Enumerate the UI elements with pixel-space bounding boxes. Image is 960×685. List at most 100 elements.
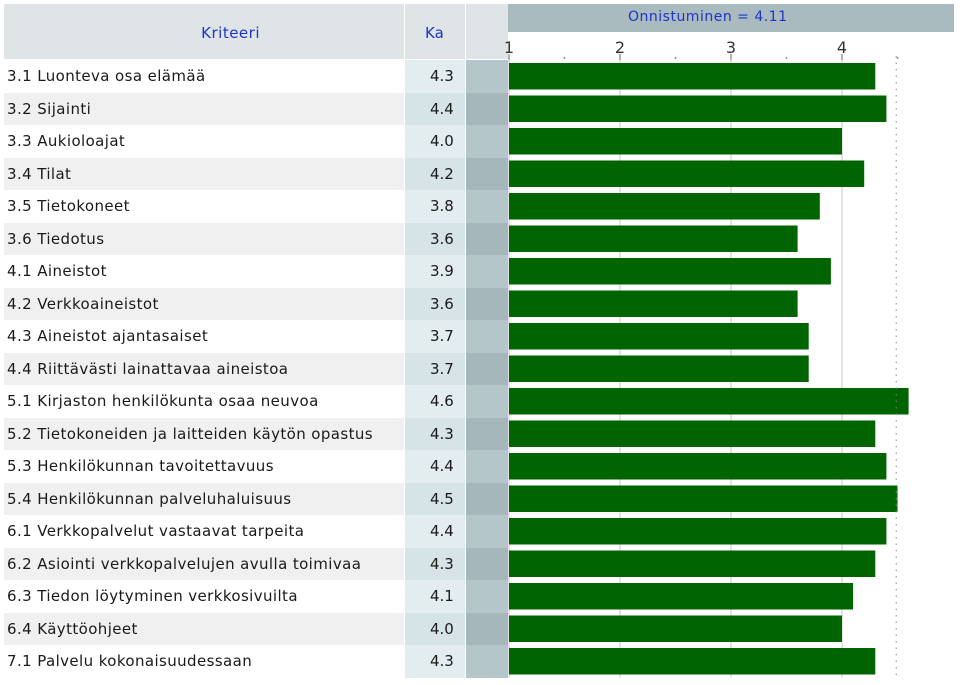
criteria-column-header: Kriteeri <box>4 4 404 59</box>
row-spacer <box>466 320 508 353</box>
table-row: 6.4 Käyttöohjeet 4.0 <box>4 612 508 645</box>
criterion-label: 4.1 Aineistot <box>4 255 404 288</box>
row-spacer <box>466 287 508 320</box>
x-tick-label: 2 <box>615 38 625 57</box>
row-spacer <box>466 417 508 450</box>
bar <box>509 128 842 155</box>
criterion-label: 6.2 Asiointi verkkopalvelujen avulla toi… <box>4 547 404 580</box>
bar <box>509 485 898 512</box>
average-value: 4.4 <box>405 450 465 483</box>
row-spacer <box>466 385 508 418</box>
row-spacer <box>466 612 508 645</box>
average-value: 3.7 <box>405 352 465 385</box>
minor-tick <box>896 57 899 59</box>
table-row: 5.4 Henkilökunnan palveluhaluisuus 4.5 <box>4 482 508 515</box>
criterion-label: 3.1 Luonteva osa elämää <box>4 60 404 93</box>
average-value: 4.6 <box>405 385 465 418</box>
bar <box>509 615 842 642</box>
bar <box>509 388 909 415</box>
criterion-label: 6.1 Verkkopalvelut vastaavat tarpeita <box>4 515 404 548</box>
bar <box>509 518 887 545</box>
row-spacer <box>466 580 508 613</box>
average-value: 3.9 <box>405 255 465 288</box>
table-row: 4.3 Aineistot ajantasaiset 3.7 <box>4 320 508 353</box>
success-score-title: Onnistuminen = 4.11 <box>628 9 788 25</box>
table-row: 3.3 Aukioloajat 4.0 <box>4 125 508 158</box>
row-spacer <box>466 482 508 515</box>
bar <box>509 420 876 447</box>
table-row: 7.1 Palvelu kokonaisuudessaan 4.3 <box>4 645 508 678</box>
average-value: 4.4 <box>405 515 465 548</box>
row-spacer <box>466 352 508 385</box>
row-spacer <box>466 190 508 223</box>
bar <box>509 583 854 610</box>
bar <box>509 550 876 577</box>
table-row: 5.2 Tietokoneiden ja laitteiden käytön o… <box>4 417 508 450</box>
table-row: 5.3 Henkilökunnan tavoitettavuus 4.4 <box>4 450 508 483</box>
criterion-label: 3.6 Tiedotus <box>4 222 404 255</box>
table-row: 5.1 Kirjaston henkilökunta osaa neuvoa 4.… <box>4 385 508 418</box>
average-value: 4.3 <box>405 547 465 580</box>
chart-header-band <box>508 4 954 32</box>
bar <box>509 290 798 317</box>
average-value: 4.0 <box>405 125 465 158</box>
table-row: 6.2 Asiointi verkkopalvelujen avulla toi… <box>4 547 508 580</box>
x-tick-label: 4 <box>837 38 847 57</box>
x-tick-label: 3 <box>726 38 736 57</box>
bar <box>509 160 865 187</box>
row-spacer <box>466 157 508 190</box>
criterion-label: 7.1 Palvelu kokonaisuudessaan <box>4 645 404 678</box>
row-spacer <box>466 60 508 93</box>
bar <box>509 355 809 382</box>
average-value: 4.2 <box>405 157 465 190</box>
average-value: 4.3 <box>405 60 465 93</box>
criterion-label: 4.2 Verkkoaineistot <box>4 287 404 320</box>
criterion-label: 3.2 Sijainti <box>4 92 404 125</box>
bar <box>509 193 820 220</box>
table-row: 3.1 Luonteva osa elämää 4.3 <box>4 60 508 93</box>
average-value: 4.0 <box>405 612 465 645</box>
average-value: 4.3 <box>405 417 465 450</box>
criterion-label: 5.1 Kirjaston henkilökunta osaa neuvoa <box>4 385 404 418</box>
average-value: 3.6 <box>405 287 465 320</box>
average-header-label: Ka <box>425 24 444 42</box>
criterion-label: 6.3 Tiedon löytyminen verkkosivuilta <box>4 580 404 613</box>
table-row: 4.2 Verkkoaineistot 3.6 <box>4 287 508 320</box>
row-spacer <box>466 222 508 255</box>
minor-tick <box>563 57 566 59</box>
x-tick-label: 1 <box>504 38 514 57</box>
criterion-label: 3.3 Aukioloajat <box>4 125 404 158</box>
average-value: 4.3 <box>405 645 465 678</box>
criteria-table: 3.1 Luonteva osa elämää 4.3 3.2 Sijainti 4.… <box>4 60 508 678</box>
criterion-label: 5.4 Henkilökunnan palveluhaluisuus <box>4 482 404 515</box>
table-row: 6.1 Verkkopalvelut vastaavat tarpeita 4.4 <box>4 515 508 548</box>
table-row: 4.1 Aineistot 3.9 <box>4 255 508 288</box>
average-column-header: Ka <box>405 4 465 59</box>
bar <box>509 258 831 285</box>
bar <box>509 648 876 675</box>
average-value: 3.6 <box>405 222 465 255</box>
bar <box>509 95 887 122</box>
table-row: 3.2 Sijainti 4.4 <box>4 92 508 125</box>
average-value: 4.4 <box>405 92 465 125</box>
row-spacer <box>466 515 508 548</box>
row-spacer <box>466 450 508 483</box>
average-value: 4.5 <box>405 482 465 515</box>
criterion-label: 4.4 Riittävästi lainattavaa aineistoa <box>4 352 404 385</box>
minor-tick <box>785 57 788 59</box>
header-spacer <box>466 4 508 59</box>
table-row: 3.5 Tietokoneet 3.8 <box>4 190 508 223</box>
criterion-label: 3.5 Tietokoneet <box>4 190 404 223</box>
bar <box>509 453 887 480</box>
row-spacer <box>466 547 508 580</box>
average-value: 3.8 <box>405 190 465 223</box>
table-row: 3.4 Tilat 4.2 <box>4 157 508 190</box>
average-value: 3.7 <box>405 320 465 353</box>
bar <box>509 323 809 350</box>
average-value: 4.1 <box>405 580 465 613</box>
table-row: 4.4 Riittävästi lainattavaa aineistoa 3.7 <box>4 352 508 385</box>
table-row: 6.3 Tiedon löytyminen verkkosivuilta 4.1 <box>4 580 508 613</box>
criterion-label: 4.3 Aineistot ajantasaiset <box>4 320 404 353</box>
criterion-label: 5.2 Tietokoneiden ja laitteiden käytön o… <box>4 417 404 450</box>
